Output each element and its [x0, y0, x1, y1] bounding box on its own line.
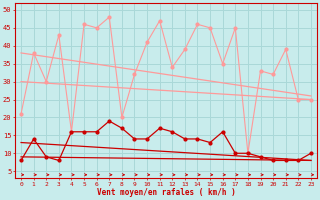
X-axis label: Vent moyen/en rafales ( km/h ): Vent moyen/en rafales ( km/h ) — [97, 188, 236, 197]
